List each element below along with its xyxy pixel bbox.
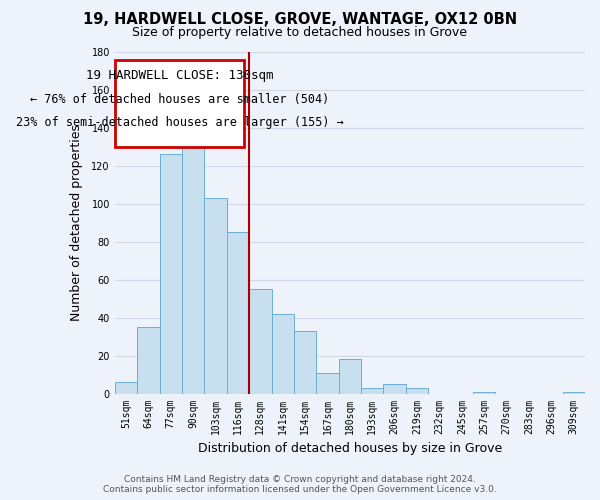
Bar: [249, 289, 272, 394]
Bar: [115, 382, 137, 394]
X-axis label: Distribution of detached houses by size in Grove: Distribution of detached houses by size …: [198, 442, 502, 455]
Bar: [205, 198, 227, 394]
Text: 19 HARDWELL CLOSE: 130sqm: 19 HARDWELL CLOSE: 130sqm: [86, 68, 274, 82]
Text: Size of property relative to detached houses in Grove: Size of property relative to detached ho…: [133, 26, 467, 39]
Bar: [137, 327, 160, 394]
Bar: [316, 372, 338, 394]
Text: Contains HM Land Registry data © Crown copyright and database right 2024.
Contai: Contains HM Land Registry data © Crown c…: [103, 474, 497, 494]
Bar: [563, 392, 585, 394]
Bar: [361, 388, 383, 394]
Y-axis label: Number of detached properties: Number of detached properties: [70, 124, 83, 321]
Bar: [473, 392, 496, 394]
Text: 23% of semi-detached houses are larger (155) →: 23% of semi-detached houses are larger (…: [16, 116, 343, 130]
Bar: [182, 133, 205, 394]
FancyBboxPatch shape: [115, 60, 244, 148]
Text: 19, HARDWELL CLOSE, GROVE, WANTAGE, OX12 0BN: 19, HARDWELL CLOSE, GROVE, WANTAGE, OX12…: [83, 12, 517, 28]
Text: ← 76% of detached houses are smaller (504): ← 76% of detached houses are smaller (50…: [30, 92, 329, 106]
Bar: [383, 384, 406, 394]
Bar: [227, 232, 249, 394]
Bar: [294, 331, 316, 394]
Bar: [338, 360, 361, 394]
Bar: [406, 388, 428, 394]
Bar: [272, 314, 294, 394]
Bar: [160, 154, 182, 394]
